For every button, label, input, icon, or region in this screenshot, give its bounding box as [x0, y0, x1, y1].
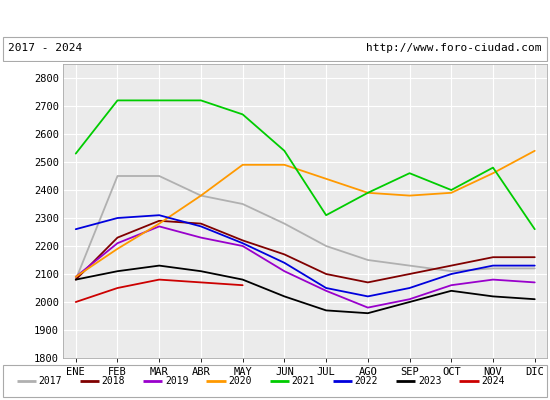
Text: 2023: 2023: [418, 376, 442, 386]
Text: http://www.foro-ciudad.com: http://www.foro-ciudad.com: [366, 44, 542, 54]
Text: 2024: 2024: [481, 376, 505, 386]
Bar: [3, 365, 547, 397]
Text: 2018: 2018: [102, 376, 125, 386]
Text: 2017 - 2024: 2017 - 2024: [8, 44, 82, 54]
Text: 2019: 2019: [165, 376, 189, 386]
Text: 2020: 2020: [228, 376, 252, 386]
Text: Evolucion del paro registrado en Castro-Urdiales: Evolucion del paro registrado en Castro-…: [74, 11, 476, 25]
Text: 2022: 2022: [355, 376, 378, 386]
Text: 2021: 2021: [292, 376, 315, 386]
Text: 2017: 2017: [39, 376, 62, 386]
